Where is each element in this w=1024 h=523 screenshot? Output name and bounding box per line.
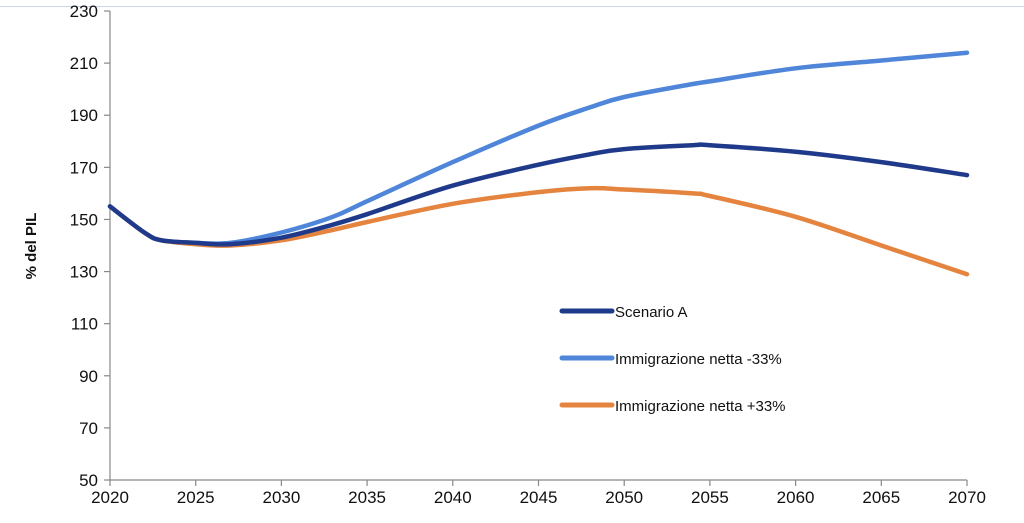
x-tick-label: 2055 — [691, 488, 729, 507]
chart-axes: 50 70 90 110 130 150 170 190 210 230 2020 2025 2030 2… — [70, 2, 986, 507]
chart-legend: Scenario A Immigrazione netta -33% Immigra… — [559, 304, 786, 415]
x-tick-label: 2030 — [262, 488, 300, 507]
x-tick-label: 2020 — [91, 488, 129, 507]
x-tick-label: 2025 — [177, 488, 215, 507]
y-tick-label: 210 — [70, 54, 98, 73]
y-tick-label: 190 — [70, 106, 98, 125]
top-border-rule — [0, 6, 1024, 7]
x-tick-label: 2045 — [520, 488, 558, 507]
y-tick-label: 70 — [79, 419, 98, 438]
series-line-2 — [107, 50, 970, 247]
series-line-3 — [107, 185, 970, 277]
y-tick-label: 170 — [70, 158, 98, 177]
y-tick-label: 110 — [71, 315, 98, 334]
y-tick-label: 50 — [79, 471, 98, 490]
x-tick-label: 2050 — [605, 488, 643, 507]
y-tick-label: 130 — [70, 263, 98, 282]
x-tick-label: 2040 — [434, 488, 472, 507]
y-axis-title: % del PIL — [23, 213, 40, 280]
y-tick-label: 230 — [70, 2, 98, 21]
legend-label: Scenario A — [615, 304, 688, 321]
y-tick-label: 90 — [79, 367, 98, 386]
legend-label: Immigrazione netta -33% — [615, 351, 782, 368]
legend-label: Immigrazione netta +33% — [615, 398, 786, 415]
series-layer — [107, 50, 970, 277]
y-tick-label: 150 — [70, 210, 98, 229]
x-tick-label: 2070 — [948, 488, 986, 507]
x-tick-label: 2060 — [777, 488, 815, 507]
x-tick-label: 2065 — [862, 488, 900, 507]
series-line-1 — [107, 142, 970, 247]
x-tick-label: 2035 — [348, 488, 386, 507]
